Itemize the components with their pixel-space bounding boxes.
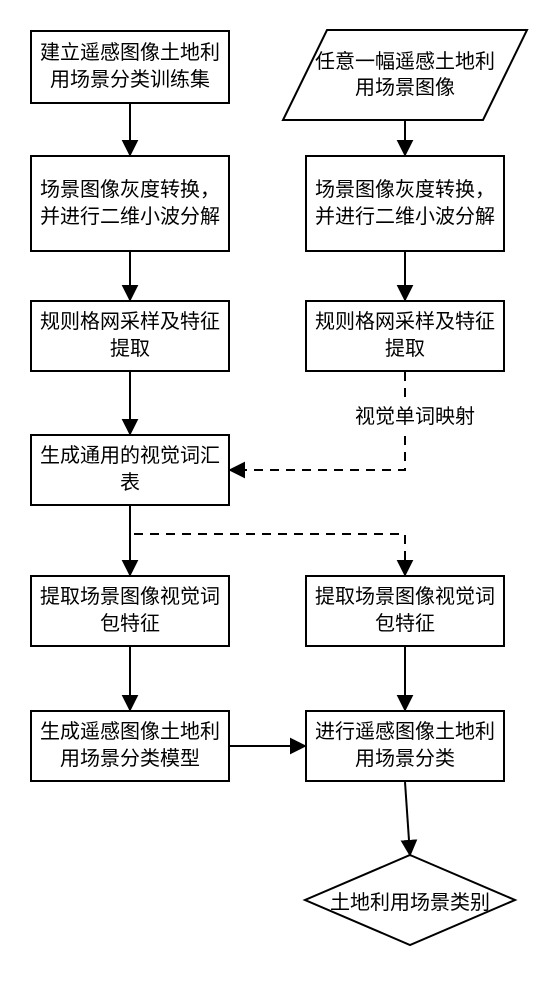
- node-L1: 建立遥感图像土地利用场景分类训练集: [30, 30, 230, 104]
- node-R5-text: 提取场景图像视觉词包特征: [315, 584, 495, 638]
- edge-R6-R7: [405, 782, 410, 855]
- flowchart-canvas: 建立遥感图像土地利用场景分类训练集场景图像灰度转换，并进行二维小波分解规则格网采…: [0, 0, 539, 1000]
- node-L6-text: 生成遥感图像土地利用场景分类模型: [40, 719, 220, 773]
- node-L3: 规则格网采样及特征提取: [30, 300, 230, 372]
- node-L1-text: 建立遥感图像土地利用场景分类训练集: [40, 40, 220, 94]
- node-L6: 生成遥感图像土地利用场景分类模型: [30, 710, 230, 782]
- node-R5: 提取场景图像视觉词包特征: [305, 575, 505, 647]
- node-L5-text: 提取场景图像视觉词包特征: [40, 584, 220, 638]
- node-L4-text: 生成通用的视觉词汇表: [40, 443, 220, 497]
- node-R6: 进行遥感图像土地利用场景分类: [305, 710, 505, 782]
- node-R1-text: 任意一幅遥感土地利用场景图像: [315, 34, 495, 116]
- node-R6-text: 进行遥感图像土地利用场景分类: [315, 719, 495, 773]
- dashed-l4_to_r5: [130, 506, 405, 575]
- node-L4: 生成通用的视觉词汇表: [30, 434, 230, 506]
- node-L3-text: 规则格网采样及特征提取: [40, 309, 220, 363]
- node-R7-text: 土地利用场景类别: [320, 886, 500, 915]
- node-R2: 场景图像灰度转换，并进行二维小波分解: [305, 155, 505, 252]
- node-L5: 提取场景图像视觉词包特征: [30, 575, 230, 647]
- node-L2-text: 场景图像灰度转换，并进行二维小波分解: [40, 177, 220, 231]
- node-L2: 场景图像灰度转换，并进行二维小波分解: [30, 155, 230, 252]
- node-R3-text: 规则格网采样及特征提取: [315, 309, 495, 363]
- node-R3: 规则格网采样及特征提取: [305, 300, 505, 372]
- dashed-r3_to_l4-label: 视觉单词映射: [350, 400, 480, 429]
- node-R2-text: 场景图像灰度转换，并进行二维小波分解: [315, 177, 495, 231]
